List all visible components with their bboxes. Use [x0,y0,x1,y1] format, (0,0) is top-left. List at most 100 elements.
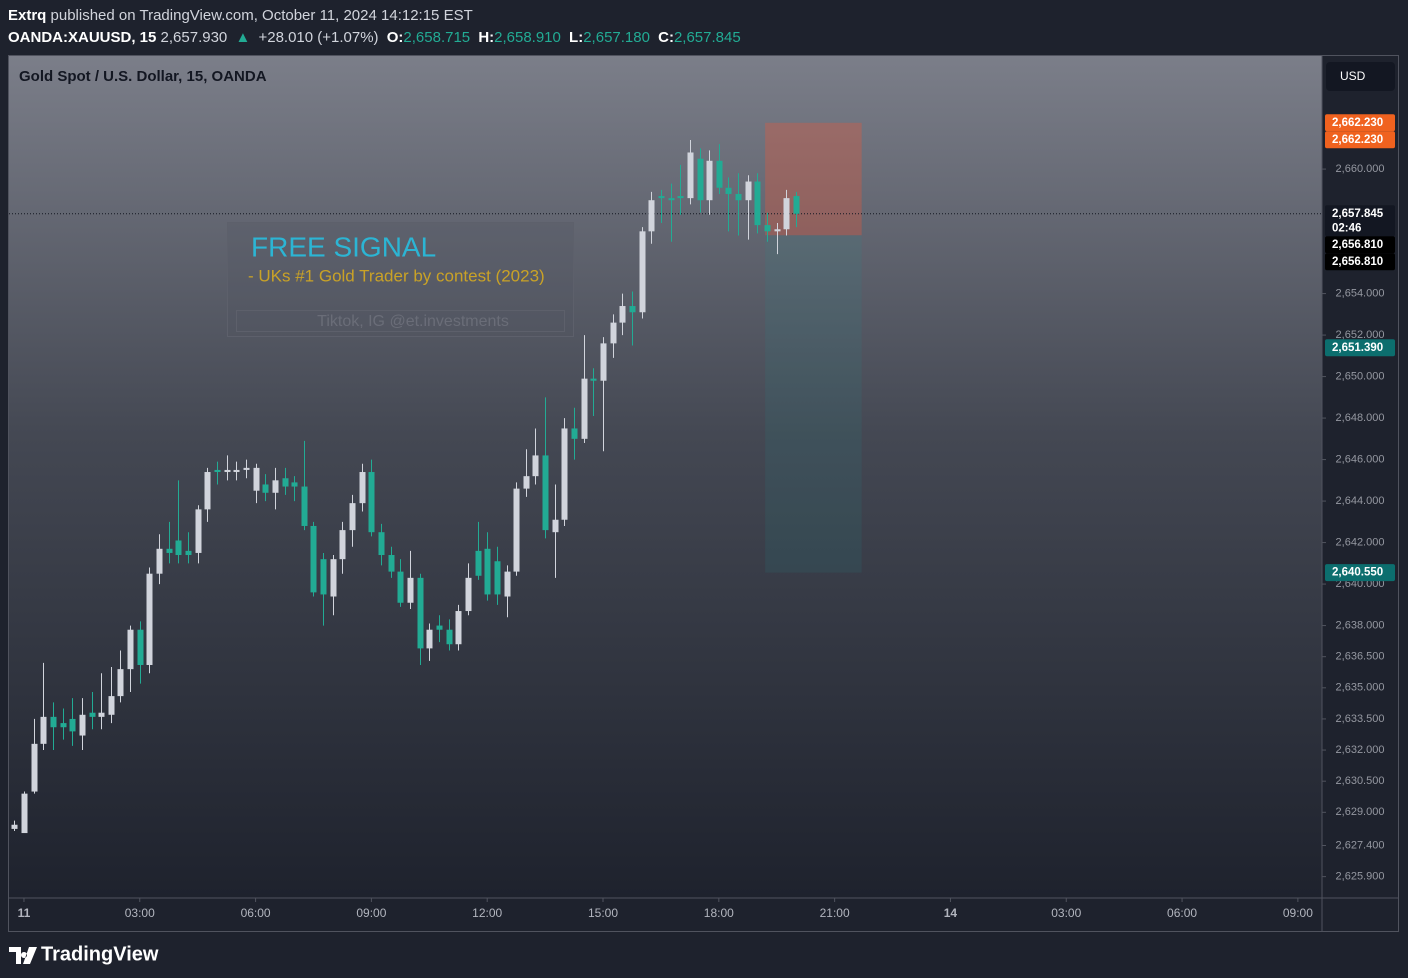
candle-body [504,571,511,597]
candle-body [581,378,588,439]
y-tick-label: 2,629.000 [1336,806,1385,818]
candle-body [697,158,704,201]
candle-body [600,343,607,381]
publish-line: Extrq published on TradingView.com, Octo… [8,7,477,24]
price-label: 2,662.230 [1332,134,1383,146]
brand: TradingView [41,943,159,965]
candle-body [233,469,240,473]
candle-body [677,196,684,199]
candle-body [774,229,781,232]
candle-body [446,629,453,645]
ohlc-value: 2,658.910 [494,29,561,46]
candle-body [417,577,424,649]
x-tick-label: 09:00 [1283,906,1313,920]
published: published on TradingView.com, October 11… [50,7,473,24]
candle-body [648,200,655,232]
candle-body [388,555,395,572]
chart-frame [8,55,1399,932]
y-tick-label: 2,648.000 [1336,412,1385,424]
candle-body [639,231,646,313]
candle-body [687,152,694,199]
candle-body [195,509,202,553]
y-tick-label: 2,630.500 [1336,775,1385,787]
price-axis [1322,56,1399,898]
price-label-box [1325,205,1395,237]
x-tick-label: 06:00 [1167,906,1197,920]
currency-button[interactable] [1326,62,1395,91]
candle-body [359,472,366,504]
currency[interactable]: USD [1340,69,1366,83]
candle-body [40,716,47,744]
candle-body [262,484,269,493]
candle-body [407,577,414,603]
x-tick-label: 03:00 [1051,906,1081,920]
labels-layer: 2,660.000 2,654.000 2,652.000 2,650.000 2,64… [18,114,1395,920]
symbol: OANDA:XAUUSD, 15 [8,29,157,46]
candle-body [185,550,192,556]
candle-body [21,793,28,834]
annotation-subtitle: - UKs #1 Gold Trader by contest (2023) [248,266,545,285]
price-label-box [1325,339,1395,357]
candle-body [89,712,96,717]
brand-logo [9,947,37,964]
y-tick-label: 2,650.000 [1336,370,1385,382]
candle-body [668,198,675,201]
candle-body [117,669,124,697]
annotation-footer-box [236,310,565,332]
candle-body [214,469,221,473]
candle-body [156,548,163,574]
y-tick-label: 2,625.900 [1336,871,1385,883]
annotation-title: FREE SIGNAL [251,231,436,262]
quote-line: OANDA:XAUUSD, 15 2,657.930 ▲ +28.010 (+1… [8,29,745,46]
candle-body [127,629,134,670]
candle-body [204,472,211,510]
y-tick-label: 2,654.000 [1336,287,1385,299]
candle-body [436,625,443,630]
ohlc-value: 2,658.715 [403,29,471,46]
candle-body [31,743,38,792]
price-label-box [1325,114,1395,132]
candle-body [320,559,327,595]
candle-body [349,503,356,531]
candle-body [11,824,18,829]
y-tick-label: 2,632.000 [1336,744,1385,756]
x-tick-label: 18:00 [704,906,734,920]
candle-body [455,611,462,645]
price-label-box [1325,253,1395,271]
candle-body [754,181,761,226]
candle-body [330,559,337,597]
price-label: 2,640.550 [1332,567,1383,579]
candle-body [98,712,105,717]
candle-body [764,225,771,232]
price-label: 2,656.810 [1332,256,1383,268]
candle-body [745,181,752,201]
candle-body [60,723,67,728]
candle-body [368,472,375,533]
last-price: 2,657.930 [160,29,228,46]
target-zone [765,235,862,573]
candle-body [484,548,491,595]
candle-body [542,455,549,531]
candle-body [793,196,800,214]
candle-body [69,718,76,732]
x-tick-label: 09:00 [356,906,386,920]
candle-body [272,480,279,493]
y-tick-label: 2,660.000 [1336,163,1385,175]
chart-title: Gold Spot / U.S. Dollar, 15, OANDA [19,68,267,85]
x-tick-label: 14 [944,906,958,920]
candle-body [610,322,617,344]
candle-body [523,476,530,489]
candle-body [590,378,597,381]
ohlc-key: C: [658,29,674,46]
annotation-footer: Tiktok, IG @et.investments [317,313,509,330]
candle-body [552,519,559,533]
candle-body [310,525,317,593]
y-tick-label: 2,635.000 [1336,682,1385,694]
x-tick-label: 12:00 [472,906,502,920]
candle-body [716,160,723,188]
y-tick-label: 2,627.400 [1336,839,1385,851]
candle-body [571,428,578,439]
stop-zone [765,122,862,236]
